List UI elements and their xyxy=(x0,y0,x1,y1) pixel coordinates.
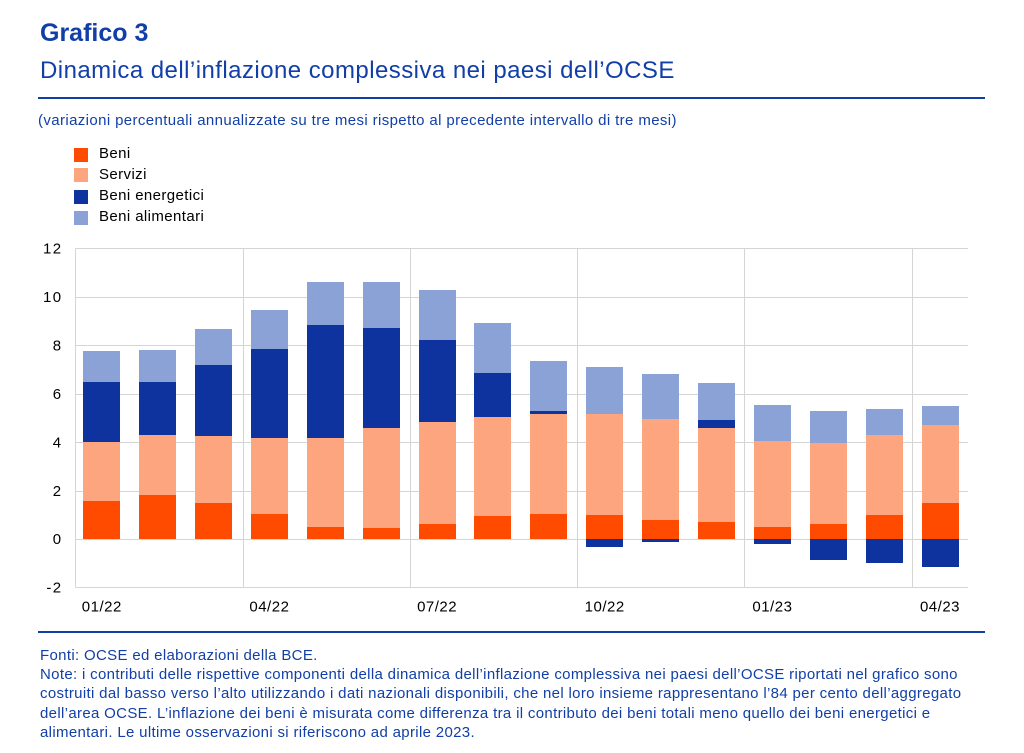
svg-text:01/22: 01/22 xyxy=(82,599,122,616)
svg-text:0: 0 xyxy=(53,531,63,548)
svg-text:01/23: 01/23 xyxy=(752,599,792,616)
svg-text:04/23: 04/23 xyxy=(920,599,960,616)
svg-text:8: 8 xyxy=(53,337,63,354)
svg-text:2: 2 xyxy=(53,483,63,500)
svg-text:6: 6 xyxy=(53,386,63,403)
svg-text:04/22: 04/22 xyxy=(249,599,289,616)
svg-text:10: 10 xyxy=(43,289,63,306)
svg-text:12: 12 xyxy=(43,241,63,258)
svg-text:4: 4 xyxy=(53,434,63,451)
svg-text:-2: -2 xyxy=(46,580,62,597)
svg-text:10/22: 10/22 xyxy=(585,599,625,616)
svg-text:07/22: 07/22 xyxy=(417,599,457,616)
